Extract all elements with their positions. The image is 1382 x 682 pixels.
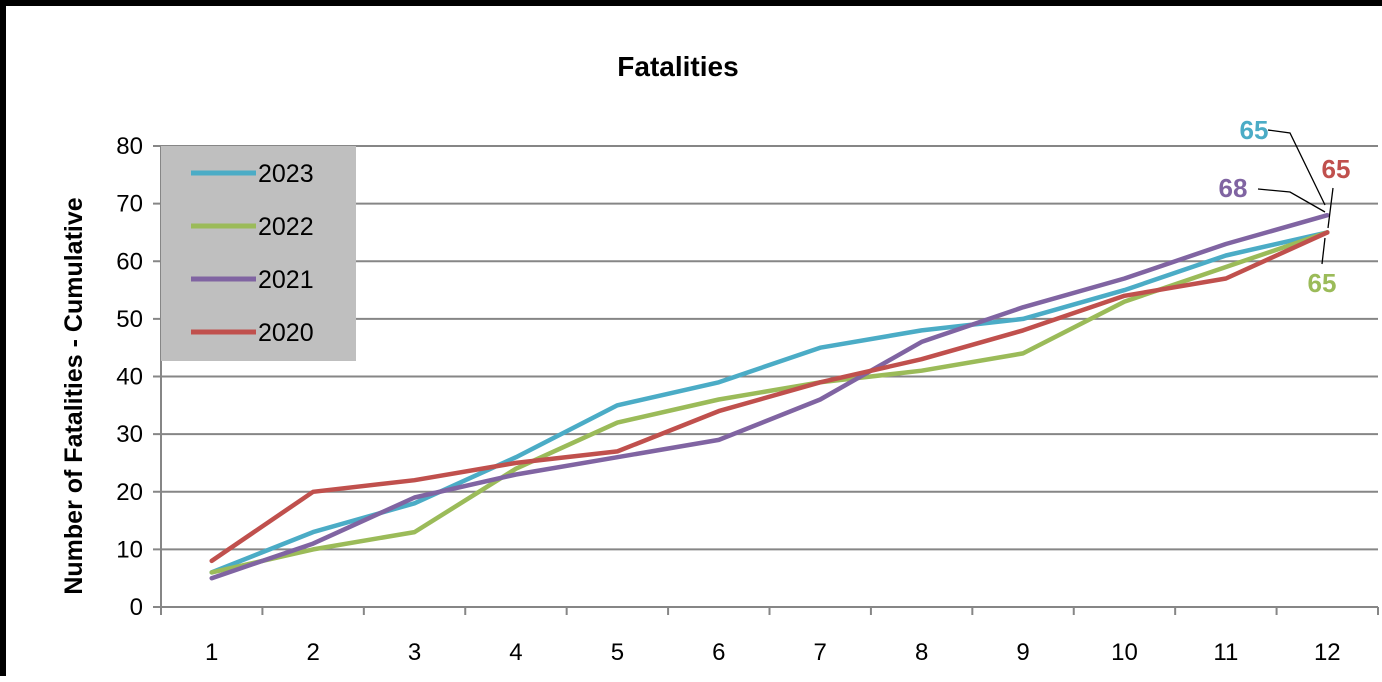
x-tick-label: 5 [611, 639, 624, 666]
legend-label-2023: 2023 [258, 160, 314, 188]
leader-line-2021 [1257, 188, 1326, 213]
y-tick-label: 0 [130, 594, 143, 621]
data-label-2021: 68 [1219, 173, 1248, 203]
y-tick-label: 70 [116, 191, 143, 218]
legend: 2023 2022 2021 2020 [161, 146, 356, 361]
series-lines [209, 212, 1330, 581]
x-tick-label: 8 [915, 639, 928, 666]
leader-line-2020 [1327, 187, 1334, 229]
legend-label-2022: 2022 [258, 213, 314, 241]
x-tick-label: 2 [306, 639, 319, 666]
series-line-2020 [209, 230, 1330, 564]
data-label-2022: 65 [1308, 268, 1337, 298]
x-tick-label: 6 [712, 639, 725, 666]
chart-title: Fatalities [617, 51, 738, 82]
x-tick-label: 10 [1111, 639, 1138, 666]
y-tick-label: 40 [116, 364, 143, 391]
leader-line-2023 [1267, 129, 1326, 206]
x-tick-label: 4 [509, 639, 522, 666]
x-tick-label: 11 [1213, 639, 1238, 666]
data-label-2020: 65 [1322, 154, 1351, 184]
y-tick-label: 10 [116, 536, 143, 563]
legend-label-2021: 2021 [258, 266, 314, 294]
y-tick-label: 30 [116, 421, 143, 448]
gridlines [161, 145, 1378, 551]
series-line-2021 [209, 212, 1330, 581]
legend-box [161, 146, 356, 361]
y-tick-label: 50 [116, 306, 143, 333]
leader-line-2022 [1321, 237, 1326, 265]
x-tick-label: 9 [1016, 639, 1029, 666]
y-tick-label: 60 [116, 248, 143, 275]
x-tick-label: 3 [408, 639, 421, 666]
data-label-2023: 65 [1240, 115, 1269, 145]
series-line-2023 [209, 230, 1330, 575]
x-tick-label: 7 [814, 639, 827, 666]
y-tick-label: 80 [116, 133, 143, 160]
x-tick-label: 1 [205, 639, 218, 666]
legend-label-2020: 2020 [258, 319, 314, 347]
y-tick-label: 20 [116, 479, 143, 506]
series-line-2022 [209, 230, 1330, 575]
y-axis-label: Number of Fatalities - Cumulative [60, 197, 88, 594]
data-labels: 65 68 65 65 [1219, 115, 1351, 298]
x-tick-label: 12 [1314, 639, 1341, 666]
